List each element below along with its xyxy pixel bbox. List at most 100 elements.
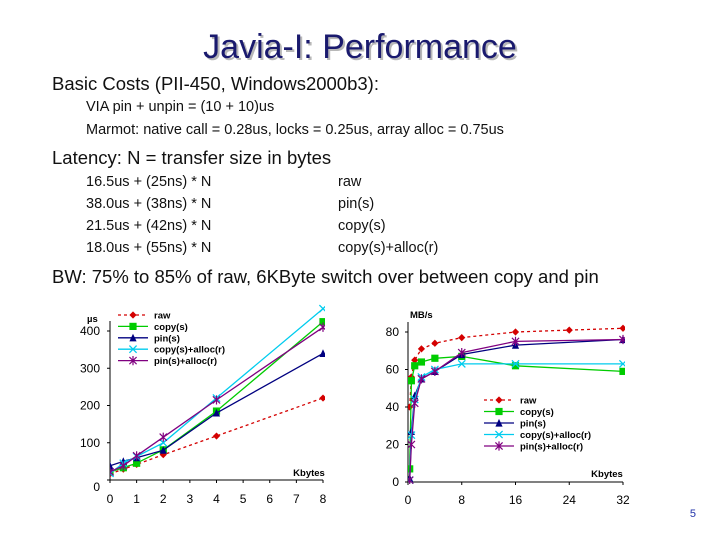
data-point bbox=[212, 395, 221, 405]
legend-label: copy(s)+alloc(r) bbox=[520, 430, 591, 441]
data-point bbox=[618, 334, 625, 345]
basic-costs-line: Marmot: native call = 0.28us, locks = 0.… bbox=[86, 122, 504, 138]
x-tick-label: 6 bbox=[266, 492, 273, 506]
data-point bbox=[619, 324, 625, 332]
legend-label: copy(s) bbox=[520, 407, 554, 418]
legend-label: pin(s) bbox=[154, 333, 180, 344]
y-tick-label: 400 bbox=[80, 324, 100, 338]
legend-marker bbox=[495, 407, 503, 416]
data-point bbox=[431, 339, 439, 347]
latency-label: copy(s)+alloc(r) bbox=[338, 240, 439, 256]
y-tick-label: 200 bbox=[80, 399, 100, 413]
y-tick-label: 20 bbox=[386, 438, 400, 452]
latency-label: pin(s) bbox=[338, 196, 375, 212]
data-point bbox=[212, 408, 221, 417]
data-point bbox=[319, 349, 325, 357]
latency-heading: Latency: N = transfer size in bytes bbox=[52, 147, 332, 168]
legend-label: pin(s) bbox=[520, 419, 546, 430]
data-point bbox=[618, 359, 625, 368]
basic-costs-heading: Basic Costs (PII-450, Windows2000b3): bbox=[52, 73, 379, 94]
series-line-pin_alloc bbox=[110, 326, 324, 473]
x-tick-label: 4 bbox=[213, 492, 220, 506]
data-point bbox=[417, 345, 426, 353]
data-point bbox=[511, 359, 520, 368]
data-point bbox=[318, 322, 325, 332]
data-point bbox=[119, 457, 127, 465]
legend: rawcopy(s)pin(s)copy(s)+alloc(r)pin(s)+a… bbox=[118, 311, 225, 367]
legend-label: copy(s) bbox=[154, 322, 188, 333]
legend-label: raw bbox=[154, 311, 171, 322]
data-point bbox=[417, 374, 426, 384]
series-copy_alloc bbox=[408, 359, 625, 484]
x-tick-label: 0 bbox=[405, 493, 412, 507]
x-tick-label: 8 bbox=[458, 493, 465, 507]
x-tick-label: 32 bbox=[616, 493, 630, 507]
y-tick-label: 0 bbox=[392, 475, 399, 489]
series-line-copy_alloc bbox=[110, 308, 324, 474]
latency-formula: 21.5us + (42ns) * N bbox=[86, 218, 212, 234]
x-axis-label: Kbytes bbox=[293, 468, 325, 479]
data-point bbox=[408, 377, 415, 385]
legend-marker bbox=[129, 333, 137, 342]
data-point bbox=[431, 354, 439, 362]
data-point bbox=[318, 304, 325, 313]
series-pin_alloc bbox=[408, 334, 625, 484]
data-point bbox=[565, 326, 573, 334]
latency-formula: 18.0us + (55ns) * N bbox=[86, 240, 212, 256]
x-tick-label: 0 bbox=[107, 492, 114, 506]
data-point bbox=[411, 356, 419, 364]
data-point bbox=[133, 459, 141, 467]
legend-marker bbox=[494, 441, 504, 451]
latency-label: copy(s) bbox=[338, 218, 386, 234]
y-tick-label: 60 bbox=[386, 363, 400, 377]
data-point bbox=[319, 394, 325, 402]
legend-marker bbox=[128, 356, 138, 366]
data-point bbox=[511, 328, 520, 336]
data-point bbox=[430, 366, 439, 376]
basic-costs-line: VIA pin + unpin = (10 + 10)us bbox=[86, 99, 275, 115]
data-point bbox=[511, 336, 520, 346]
data-point bbox=[132, 451, 141, 461]
legend-label: pin(s)+alloc(r) bbox=[520, 442, 583, 453]
data-point bbox=[458, 334, 466, 342]
legend-marker bbox=[128, 345, 138, 354]
series-copy bbox=[408, 352, 625, 473]
y-tick-label: 80 bbox=[386, 325, 400, 339]
x-tick-label: 2 bbox=[160, 492, 167, 506]
data-point bbox=[119, 461, 128, 471]
data-point bbox=[110, 467, 115, 477]
y-axis-label: MB/s bbox=[410, 310, 433, 321]
page-number: 5 bbox=[689, 508, 696, 520]
x-tick-label: 7 bbox=[293, 492, 300, 506]
data-point bbox=[511, 362, 520, 370]
data-point bbox=[408, 475, 414, 484]
x-tick-label: 8 bbox=[320, 492, 327, 506]
legend-marker bbox=[129, 322, 137, 330]
series-line-copy bbox=[409, 355, 624, 469]
legend-label: pin(s)+alloc(r) bbox=[154, 356, 217, 367]
data-point bbox=[408, 439, 416, 450]
latency-formula: 16.5us + (25ns) * N bbox=[86, 174, 212, 190]
data-point bbox=[408, 431, 416, 440]
data-point bbox=[417, 358, 426, 366]
x-tick-label: 1 bbox=[133, 492, 140, 506]
series-copy_alloc bbox=[110, 304, 325, 478]
y-tick-label: 100 bbox=[80, 436, 100, 450]
data-point bbox=[457, 348, 466, 358]
data-point bbox=[457, 359, 466, 368]
slide-title: Javia-I: Performance bbox=[203, 28, 517, 66]
legend-marker bbox=[495, 396, 503, 404]
data-point bbox=[159, 432, 168, 442]
y-tick-label: 300 bbox=[80, 361, 100, 375]
x-tick-label: 5 bbox=[240, 492, 247, 506]
series-line-raw bbox=[110, 397, 324, 475]
y-axis-label: µs bbox=[87, 314, 98, 325]
legend-label: copy(s)+alloc(r) bbox=[154, 345, 225, 356]
x-axis-label: Kbytes bbox=[591, 469, 623, 480]
legend-marker bbox=[495, 418, 503, 427]
legend: rawcopy(s)pin(s)copy(s)+alloc(r)pin(s)+a… bbox=[484, 396, 591, 453]
series-line-pin_alloc bbox=[409, 338, 624, 481]
series-line-copy_alloc bbox=[409, 363, 623, 481]
